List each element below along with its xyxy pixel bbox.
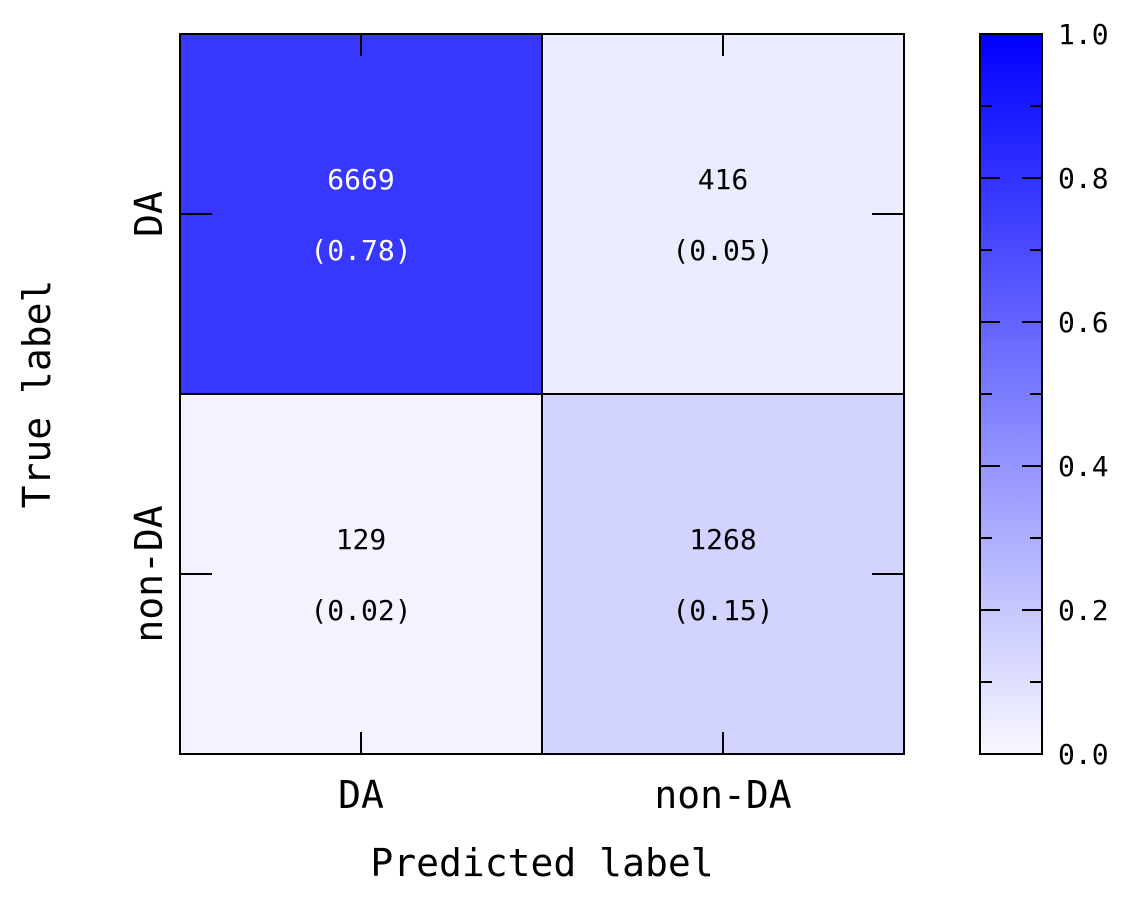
x-tick-label: DA: [338, 773, 384, 817]
colorbar-tick-labels: 0.0 0.2 0.4 0.6 0.8 1.0: [1058, 18, 1109, 771]
cell-proportion-label: (0.78): [310, 234, 411, 267]
x-axis-tick-labels: DA non-DA: [338, 773, 792, 817]
cell-proportion-label: (0.15): [672, 594, 773, 627]
colorbar-tick-label: 0.8: [1058, 162, 1109, 195]
y-axis-label: True label: [15, 280, 59, 509]
colorbar-tick-label: 0.2: [1058, 594, 1109, 627]
y-axis-tick-labels: DA non-DA: [127, 191, 171, 643]
colorbar-tick-label: 0.4: [1058, 450, 1109, 483]
cell-count-label: 1268: [689, 523, 756, 556]
colorbar-ticks: [980, 105, 1042, 683]
colorbar-tick-label: 0.6: [1058, 306, 1109, 339]
cell-count-label: 416: [698, 163, 749, 196]
heatmap-cell-labels: 6669 (0.78) 416 (0.05) 129 (0.02) 1268 (0.15): [310, 163, 773, 627]
x-tick-label: non-DA: [654, 773, 791, 817]
heatmap-cell: [541, 393, 905, 755]
y-tick-label: DA: [127, 191, 171, 237]
x-axis-label: Predicted label: [370, 841, 713, 885]
colorbar-tick-label: 0.0: [1058, 738, 1109, 771]
heatmap-cell: [541, 33, 905, 395]
cell-proportion-label: (0.02): [310, 594, 411, 627]
heatmap-cell: [179, 33, 543, 395]
colorbar-tick-label: 1.0: [1058, 18, 1109, 51]
cell-count-label: 129: [336, 523, 387, 556]
cell-count-label: 6669: [327, 163, 394, 196]
axis-ticks: [180, 34, 904, 754]
heatmap-cells: [179, 33, 905, 755]
cell-proportion-label: (0.05): [672, 234, 773, 267]
y-tick-label: non-DA: [127, 505, 171, 642]
heatmap-cell: [179, 393, 543, 755]
